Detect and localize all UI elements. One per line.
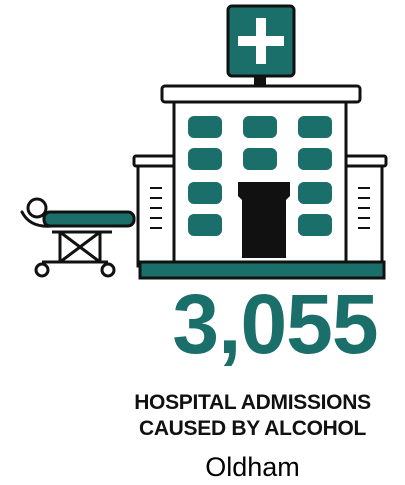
- admissions-count: 3,055: [172, 277, 378, 371]
- caption-line-1: HOSPITAL ADMISSIONS: [134, 391, 371, 414]
- hospital-icon: [132, 84, 388, 280]
- medical-cross-icon: [226, 4, 296, 86]
- area-name: Oldham: [205, 452, 300, 482]
- hospital-illustration: [20, 4, 388, 280]
- stretcher-icon: [20, 197, 136, 278]
- caption-line-2: CAUSED BY ALCOHOL: [138, 417, 367, 440]
- stat-caption: HOSPITAL ADMISSIONS CAUSED BY ALCOHOL: [100, 390, 405, 442]
